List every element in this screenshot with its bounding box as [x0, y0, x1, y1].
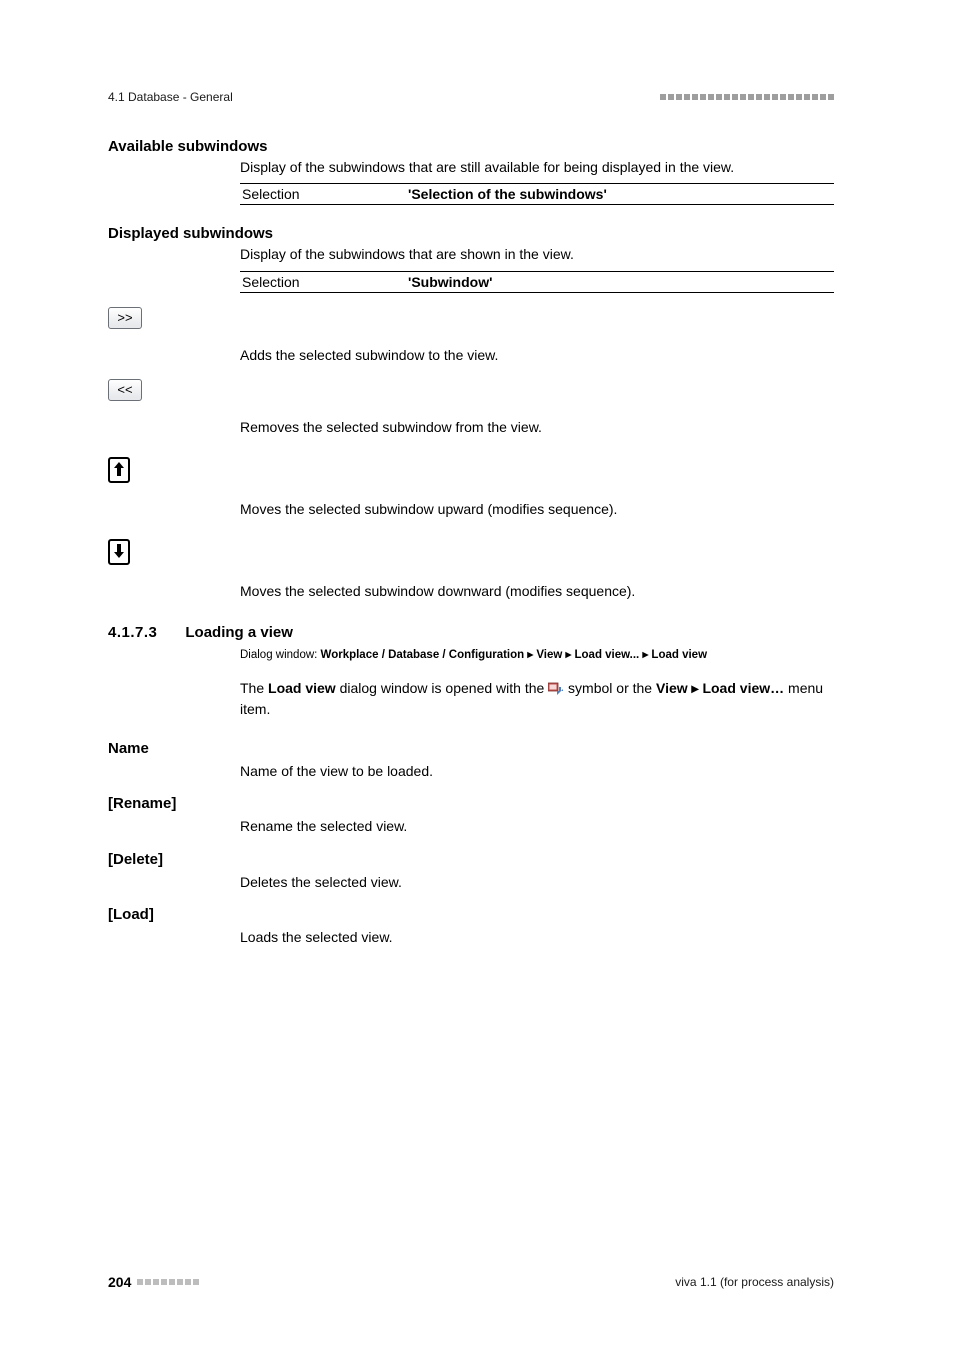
field-load-text: Loads the selected view.	[240, 927, 834, 947]
remove-button-block: << Removes the selected subwindow from t…	[108, 365, 834, 437]
page-number: 204	[108, 1274, 131, 1290]
move-up-button[interactable]	[108, 457, 130, 483]
field-name-label: Name	[108, 740, 834, 757]
displayed-subwindows-heading: Displayed subwindows	[108, 225, 834, 242]
add-button[interactable]: >>	[108, 307, 142, 329]
move-down-description: Moves the selected subwindow downward (m…	[240, 581, 834, 601]
field-load: [Load] Loads the selected view.	[108, 906, 834, 947]
dialog-path-bold: Workplace / Database / Configuration ▸ V…	[321, 649, 707, 661]
field-name-text: Name of the view to be loaded.	[240, 761, 834, 781]
field-rename-text: Rename the selected view.	[240, 816, 834, 836]
load-view-icon	[548, 681, 564, 695]
field-delete-label: [Delete]	[108, 851, 834, 868]
dialog-prefix: Dialog window:	[240, 649, 321, 661]
dialog-window-path: Dialog window: Workplace / Database / Co…	[240, 647, 834, 664]
field-delete: [Delete] Deletes the selected view.	[108, 851, 834, 892]
move-down-block: Moves the selected subwindow downward (m…	[108, 519, 834, 601]
para-text: dialog window is opened with the	[336, 680, 548, 696]
field-rename: [Rename] Rename the selected view.	[108, 795, 834, 836]
remove-button-description: Removes the selected subwindow from the …	[240, 417, 834, 437]
loading-a-view-heading-row: 4.1.7.3 Loading a view	[108, 624, 834, 641]
def-label: Selection	[240, 274, 408, 290]
para-text: The	[240, 680, 268, 696]
section-title: Loading a view	[185, 624, 293, 641]
field-load-label: [Load]	[108, 906, 834, 923]
add-button-description: Adds the selected subwindow to the view.	[240, 345, 834, 365]
move-down-button[interactable]	[108, 539, 130, 565]
def-label: Selection	[240, 186, 408, 202]
field-name: Name Name of the view to be loaded.	[108, 740, 834, 781]
move-up-block: Moves the selected subwindow upward (mod…	[108, 437, 834, 519]
footer-left: 204	[108, 1274, 199, 1290]
field-rename-label: [Rename]	[108, 795, 834, 812]
available-subwindows-def: Selection 'Selection of the subwindows'	[240, 183, 834, 205]
available-subwindows-section: Available subwindows Display of the subw…	[108, 138, 834, 205]
section-number: 4.1.7.3	[108, 624, 157, 641]
displayed-subwindows-description: Display of the subwindows that are shown…	[240, 244, 834, 264]
para-text: symbol or the	[564, 680, 656, 696]
field-delete-text: Deletes the selected view.	[240, 872, 834, 892]
displayed-subwindows-section: Displayed subwindows Display of the subw…	[108, 225, 834, 292]
load-view-paragraph: The Load view dialog window is opened wi…	[240, 678, 834, 720]
header-decorative-squares	[660, 94, 834, 100]
def-value: 'Selection of the subwindows'	[408, 186, 834, 202]
move-up-description: Moves the selected subwindow upward (mod…	[240, 499, 834, 519]
displayed-subwindows-def: Selection 'Subwindow'	[240, 271, 834, 293]
arrow-up-icon	[113, 461, 125, 480]
remove-button[interactable]: <<	[108, 379, 142, 401]
add-button-block: >> Adds the selected subwindow to the vi…	[108, 293, 834, 365]
arrow-down-icon	[113, 543, 125, 562]
footer-right-text: viva 1.1 (for process analysis)	[675, 1275, 834, 1289]
para-bold: Load view	[268, 680, 336, 696]
para-bold: View ▸ Load view…	[656, 680, 784, 696]
available-subwindows-description: Display of the subwindows that are still…	[240, 157, 834, 177]
header-section-path: 4.1 Database - General	[108, 90, 233, 104]
footer-decorative-squares	[137, 1279, 199, 1285]
available-subwindows-heading: Available subwindows	[108, 138, 834, 155]
def-value: 'Subwindow'	[408, 274, 834, 290]
